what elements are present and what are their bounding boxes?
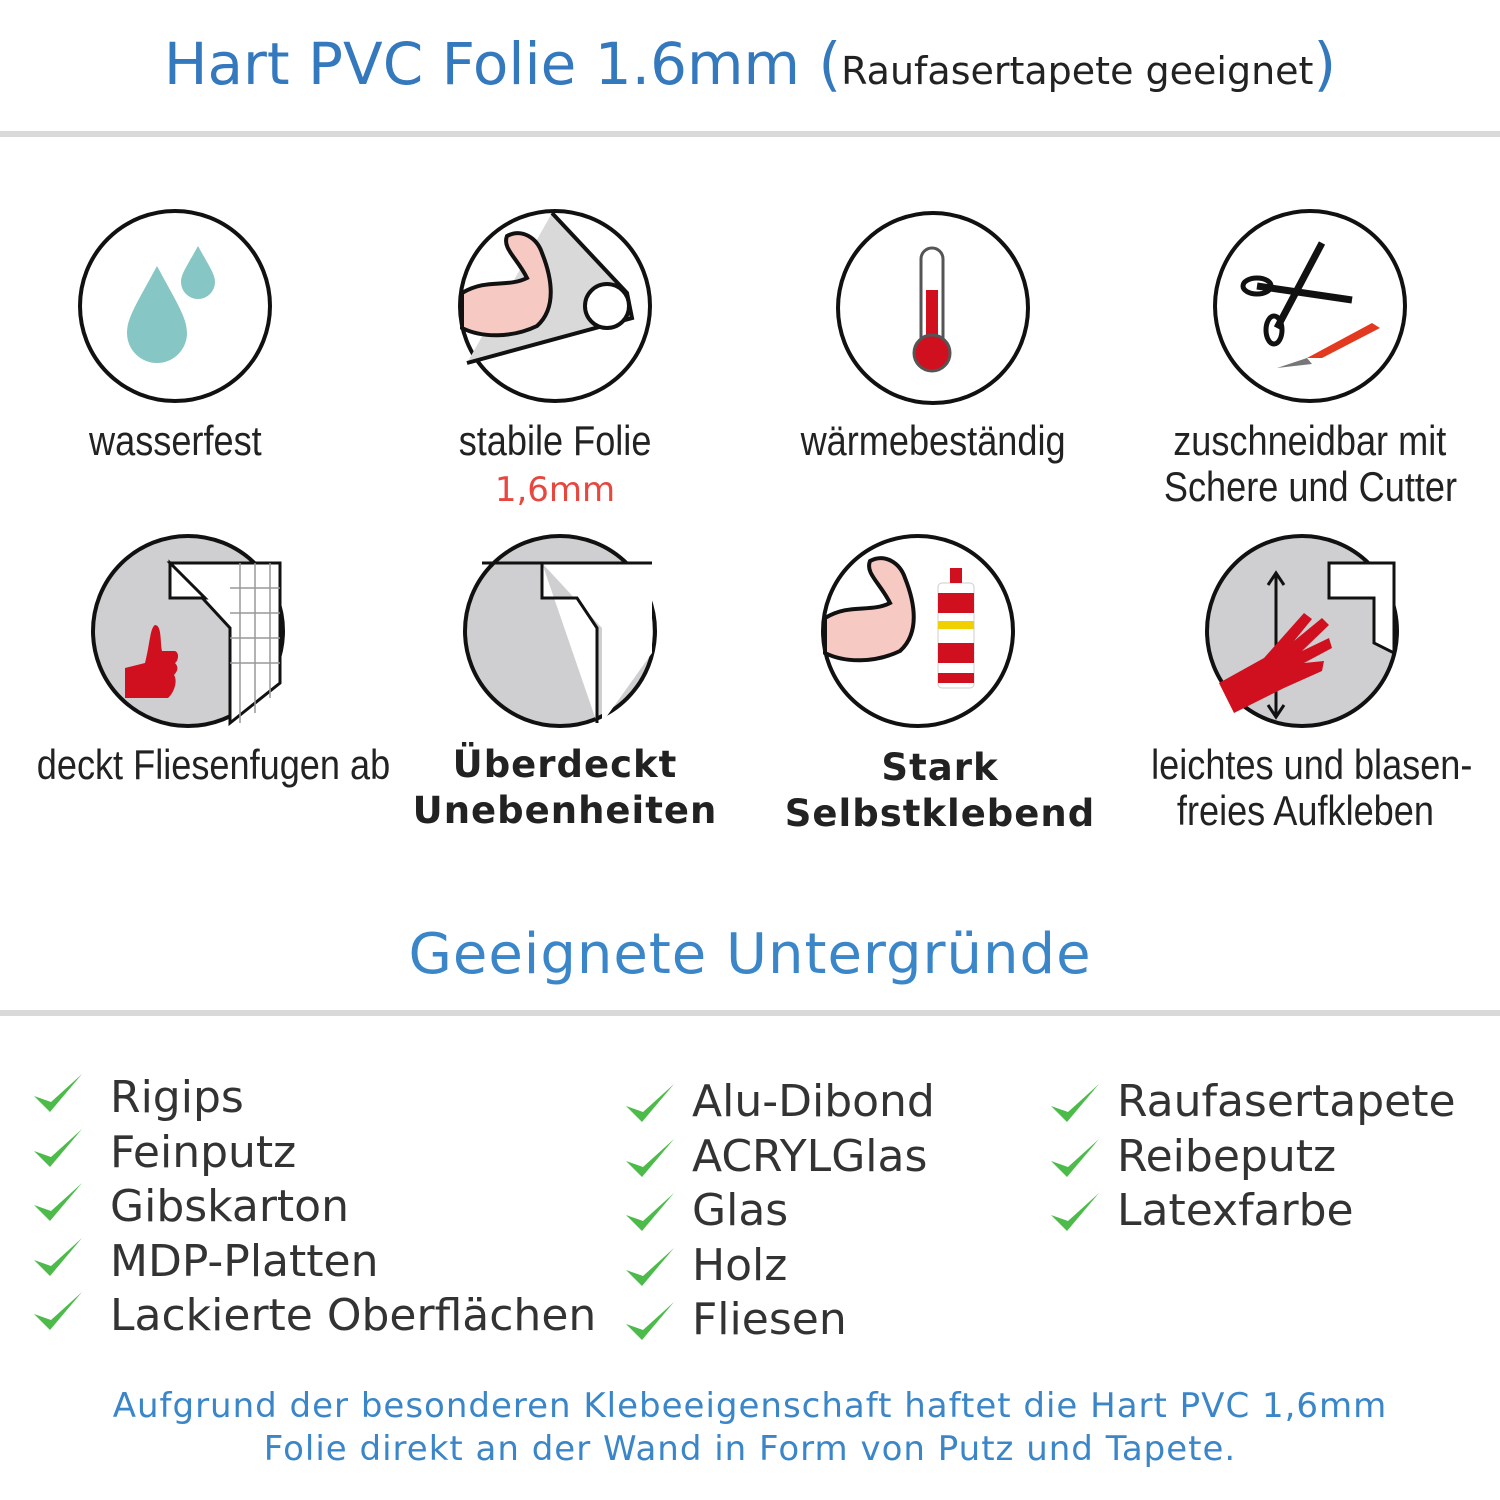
- footer-note: Aufgrund der besonderen Klebeeigenschaft…: [112, 1386, 1388, 1469]
- thickness-label: 1,6mm: [494, 470, 616, 510]
- surface-item: Latexfarbe: [1117, 1185, 1354, 1236]
- page-title: Hart PVC Folie 1.6mm (Raufasertapete gee…: [163, 30, 1337, 98]
- surface-item: Gibskarton: [110, 1181, 349, 1232]
- surface-item: ACRYLGlas: [692, 1130, 928, 1182]
- check-icon: [1051, 1084, 1099, 1122]
- feature-stable-film: stabile Folie 1,6mm: [458, 417, 652, 511]
- feature-self-adhesive: Stark Selbstklebend: [784, 746, 1096, 835]
- check-icon: [1051, 1193, 1099, 1231]
- check-icon: [34, 1074, 82, 1112]
- check-icon: [34, 1128, 82, 1167]
- surface-item: Lackierte Oberflächen: [110, 1290, 597, 1341]
- surface-item: Alu-Dibond: [692, 1076, 935, 1127]
- surface-item: Feinputz: [110, 1126, 297, 1178]
- surface-item: Glas: [692, 1185, 789, 1236]
- feature-heat-resistant: wärmebeständig: [800, 417, 1066, 464]
- thermometer-icon: [836, 211, 1030, 405]
- check-icon: [34, 1237, 82, 1276]
- surface-item: Fliesen: [692, 1294, 847, 1345]
- peeling-sheet-icon: [463, 534, 657, 728]
- divider: [0, 1010, 1500, 1016]
- surface-item: Raufasertapete: [1117, 1076, 1456, 1127]
- surface-item: MDP-Platten: [110, 1235, 379, 1287]
- check-icon: [34, 1292, 82, 1330]
- feature-waterproof: wasserfest: [88, 417, 262, 464]
- check-icon: [626, 1138, 674, 1177]
- feature-covers-unevenness: Überdeckt Unebenheiten: [412, 743, 718, 832]
- feature-easy-application: leichtes und blasen-freies Aufkleben: [1151, 741, 1473, 834]
- check-icon: [626, 1247, 674, 1286]
- page-subtitle: Raufasertapete geeignet: [841, 49, 1314, 93]
- check-icon: [626, 1084, 674, 1122]
- thumbs-up-tiles-icon: [91, 534, 285, 728]
- flexed-arm-roll-icon: [458, 209, 652, 403]
- feature-cuttable: zuschneidbar mit Schere und Cutter: [1163, 417, 1457, 510]
- check-icon: [1051, 1138, 1099, 1177]
- water-drops-icon: [78, 209, 272, 403]
- check-icon: [626, 1302, 674, 1340]
- check-icon: [626, 1193, 674, 1231]
- hand-smoothing-icon: [1205, 534, 1399, 728]
- check-icon: [34, 1183, 82, 1221]
- scissors-cutter-icon: [1213, 209, 1407, 403]
- surface-item: Holz: [692, 1239, 788, 1291]
- surface-item: Reibeputz: [1117, 1130, 1337, 1182]
- arm-glue-icon: [821, 534, 1015, 728]
- divider: [0, 131, 1500, 137]
- surfaces-heading: Geeignete Untergründe: [408, 922, 1092, 987]
- surface-item: Rigips: [110, 1072, 244, 1123]
- feature-covers-joints: deckt Fliesenfugen ab: [36, 741, 391, 788]
